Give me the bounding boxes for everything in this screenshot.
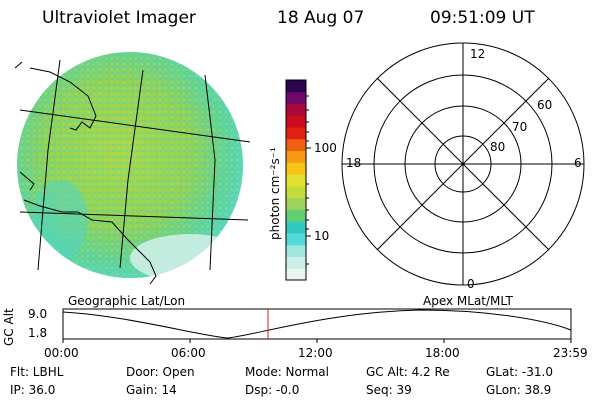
geographic-grid bbox=[19, 59, 251, 271]
coastline bbox=[14, 61, 157, 285]
color-bar-segment bbox=[286, 103, 306, 116]
x-axis-ticks bbox=[62, 339, 572, 343]
status-filter: Flt: LBHL bbox=[10, 365, 64, 379]
color-bar-segment bbox=[286, 197, 306, 210]
status-mode: Mode: Normal bbox=[245, 365, 329, 379]
latitude-line bbox=[19, 211, 249, 221]
longitude-line bbox=[204, 74, 216, 271]
altitude-axis-max: 9.0 bbox=[28, 307, 48, 321]
color-bar-segment bbox=[286, 91, 306, 105]
mlat-label-80: 80 bbox=[490, 140, 506, 154]
geographic-caption: Geographic Lat/Lon bbox=[68, 294, 186, 308]
status-door: Door: Open bbox=[126, 365, 195, 379]
color-bar-segment bbox=[286, 80, 306, 93]
status-ip: IP: 36.0 bbox=[10, 383, 56, 397]
altitude-curve bbox=[62, 309, 572, 339]
status-dsp: Dsp: -0.0 bbox=[245, 383, 300, 397]
status-glon: GLon: 38.9 bbox=[486, 383, 552, 397]
status-glat: GLat: -31.0 bbox=[486, 365, 553, 379]
polar-grid bbox=[341, 42, 585, 286]
time-tick-2359: 23:59 bbox=[553, 346, 588, 360]
color-bar-segment bbox=[286, 138, 306, 152]
mlt-label-18: 18 bbox=[346, 156, 362, 170]
mlt-label-12: 12 bbox=[470, 47, 486, 61]
time-tick-0600: 06:00 bbox=[171, 346, 206, 360]
color-bar-frame bbox=[285, 79, 307, 281]
status-gc-alt: GC Alt: 4.2 Re bbox=[366, 365, 450, 379]
color-bar-segment bbox=[286, 162, 306, 175]
dim-region bbox=[130, 234, 243, 278]
instrument-title: Ultraviolet Imager bbox=[42, 8, 196, 28]
status-seq: Seq: 39 bbox=[366, 383, 412, 397]
color-bar-segment bbox=[286, 185, 306, 199]
color-bar bbox=[286, 80, 306, 281]
mlt-label-6: 6 bbox=[574, 156, 582, 170]
color-bar-segment bbox=[286, 232, 306, 246]
color-bar-label-100: 100 bbox=[314, 141, 337, 155]
longitude-line bbox=[119, 69, 144, 269]
altitude-axis-title: GC Alt bbox=[2, 308, 16, 346]
time-tick-0000: 00:00 bbox=[44, 346, 79, 360]
color-bar-segment bbox=[286, 221, 306, 234]
polar-diagonal bbox=[376, 77, 550, 251]
apex-caption: Apex MLat/MLT bbox=[423, 294, 513, 308]
altitude-axis-min: 1.8 bbox=[28, 326, 48, 340]
image-time: 09:51:09 UT bbox=[430, 8, 535, 28]
mlat-label-70: 70 bbox=[512, 120, 528, 134]
time-tick-1800: 18:00 bbox=[425, 346, 460, 360]
image-date: 18 Aug 07 bbox=[277, 8, 365, 28]
color-bar-segment bbox=[286, 209, 306, 222]
mlat-label-60: 60 bbox=[537, 98, 553, 112]
time-tick-1200: 12:00 bbox=[298, 346, 333, 360]
status-gain: Gain: 14 bbox=[126, 383, 177, 397]
altitude-plot-frame bbox=[62, 308, 572, 340]
color-bar-segment bbox=[286, 256, 306, 269]
color-bar-segment bbox=[286, 127, 306, 140]
color-bar-segment bbox=[286, 150, 306, 163]
color-bar-unit: photon cm⁻²s⁻¹ bbox=[268, 147, 282, 240]
mlt-label-0: 0 bbox=[467, 277, 475, 291]
longitude-line bbox=[37, 59, 61, 271]
color-bar-segment bbox=[286, 115, 306, 128]
color-bar-segment bbox=[286, 244, 306, 257]
color-bar-segment bbox=[286, 268, 306, 281]
color-bar-label-10: 10 bbox=[314, 229, 330, 243]
color-bar-segment bbox=[286, 174, 306, 187]
